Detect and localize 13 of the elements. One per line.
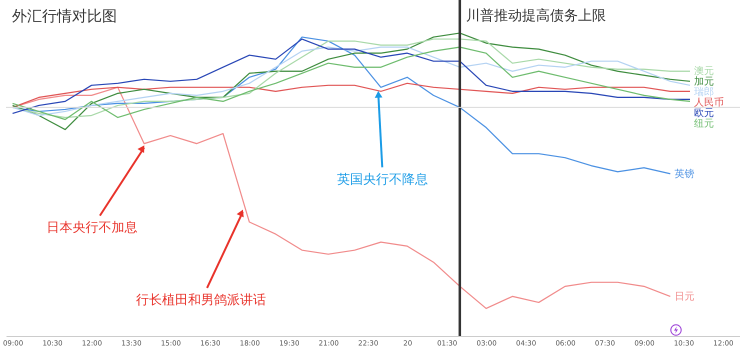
- annotation: 英国央行不降息: [336, 172, 428, 188]
- annotation: 行长植田和男鸽派讲话: [136, 292, 266, 308]
- series-label: 加元: [694, 76, 714, 88]
- series-label: 纽元: [694, 118, 714, 130]
- series-label: 日元: [674, 291, 694, 302]
- series-label: 人民币: [694, 96, 724, 109]
- chart-title: 外汇行情对比图: [12, 7, 117, 25]
- series-label: 澳元: [694, 65, 714, 78]
- series-label: 瑞郎: [694, 86, 714, 98]
- series-label: 欧元: [694, 108, 714, 120]
- ref-line-label: 川普推动提高债务上限: [466, 7, 606, 24]
- series-label: 英镑: [674, 168, 694, 180]
- annotation: 日本央行不加息: [46, 220, 138, 236]
